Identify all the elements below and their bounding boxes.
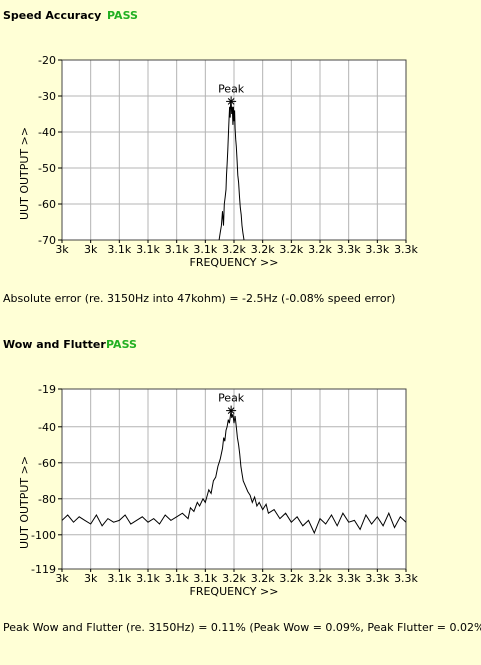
speed-accuracy-x-axis-label: FREQUENCY >> [190,256,279,269]
wow-flutter-x-tick-label: 3.2k [279,572,303,585]
wow-flutter-y-tick-label: -19 [38,383,56,396]
speed-accuracy-x-tick-label: 3.1k [107,243,131,256]
speed-accuracy-x-tick-label: 3.3k [394,243,418,256]
wow-flutter-x-tick-label: 3.1k [165,572,189,585]
speed-accuracy-series-line [218,101,245,240]
speed-accuracy-y-tick-label: -40 [38,126,56,139]
speed-accuracy-y-tick-label: -30 [38,90,56,103]
speed-accuracy-y-tick-label: -60 [38,198,56,211]
wow-flutter-x-tick-label: 3.3k [365,572,389,585]
wow-flutter-x-tick-label: 3.3k [394,572,418,585]
wow-flutter-x-tick-label: 3.1k [107,572,131,585]
wow-flutter-y-tick-label: -40 [38,421,56,434]
wow-flutter-y-tick-label: -119 [31,563,56,576]
speed-accuracy-status-badge: PASS [107,9,138,22]
speed-accuracy-peak-label: Peak [218,82,245,95]
speed-accuracy-x-tick-label: 3.2k [251,243,275,256]
speed-accuracy-y-axis-label: UUT OUTPUT >> [18,127,31,220]
speed-accuracy-x-tick-label: 3.2k [279,243,303,256]
speed-accuracy-x-tick-label: 3k [55,243,69,256]
speed-accuracy-x-tick-label: 3.3k [365,243,389,256]
wow-flutter-x-tick-label: 3k [84,572,98,585]
wow-flutter-y-tick-label: -80 [38,493,56,506]
wow-flutter-peak-marker [226,405,237,416]
speed-accuracy-x-tick-label: 3k [84,243,98,256]
wow-flutter-result-text: Peak Wow and Flutter (re. 3150Hz) = 0.11… [3,621,481,634]
speed-accuracy-title: Speed Accuracy [3,9,102,22]
wow-flutter-x-axis-label: FREQUENCY >> [190,585,279,598]
wow-flutter-x-tick-label: 3.2k [308,572,332,585]
speed-accuracy-y-tick-label: -70 [38,234,56,247]
speed-accuracy-y-tick-label: -50 [38,162,56,175]
wow-flutter-title: Wow and Flutter [3,338,106,351]
wow-flutter-x-tick-label: 3.2k [222,572,246,585]
wow-flutter-x-tick-label: 3.2k [251,572,275,585]
speed-accuracy-x-tick-label: 3.3k [337,243,361,256]
speed-accuracy-x-tick-label: 3.1k [193,243,217,256]
wow-flutter-y-tick-label: -60 [38,457,56,470]
speed-accuracy-result-text: Absolute error (re. 3150Hz into 47kohm) … [3,292,396,305]
speed-accuracy-peak-marker [226,96,237,107]
wow-flutter-x-tick-label: 3.1k [193,572,217,585]
wow-flutter-y-tick-label: -100 [31,529,56,542]
wow-flutter-status-badge: PASS [106,338,137,351]
wow-flutter-x-tick-label: 3.1k [136,572,160,585]
speed-accuracy-x-tick-label: 3.2k [308,243,332,256]
speed-accuracy-x-tick-label: 3.1k [136,243,160,256]
wow-flutter-x-tick-label: 3.3k [337,572,361,585]
speed-accuracy-x-tick-label: 3.1k [165,243,189,256]
wow-flutter-y-axis-label: UUT OUTPUT >> [18,456,31,549]
wow-flutter-peak-label: Peak [218,392,245,405]
speed-accuracy-y-tick-label: -20 [38,54,56,67]
wow-flutter-x-tick-label: 3k [55,572,69,585]
speed-accuracy-section: Speed Accuracy PASS -20 -30 -40 -50 -60 -70 3k… [0,0,481,320]
wow-flutter-series-line [62,410,406,535]
speed-accuracy-x-tick-label: 3.2k [222,243,246,256]
